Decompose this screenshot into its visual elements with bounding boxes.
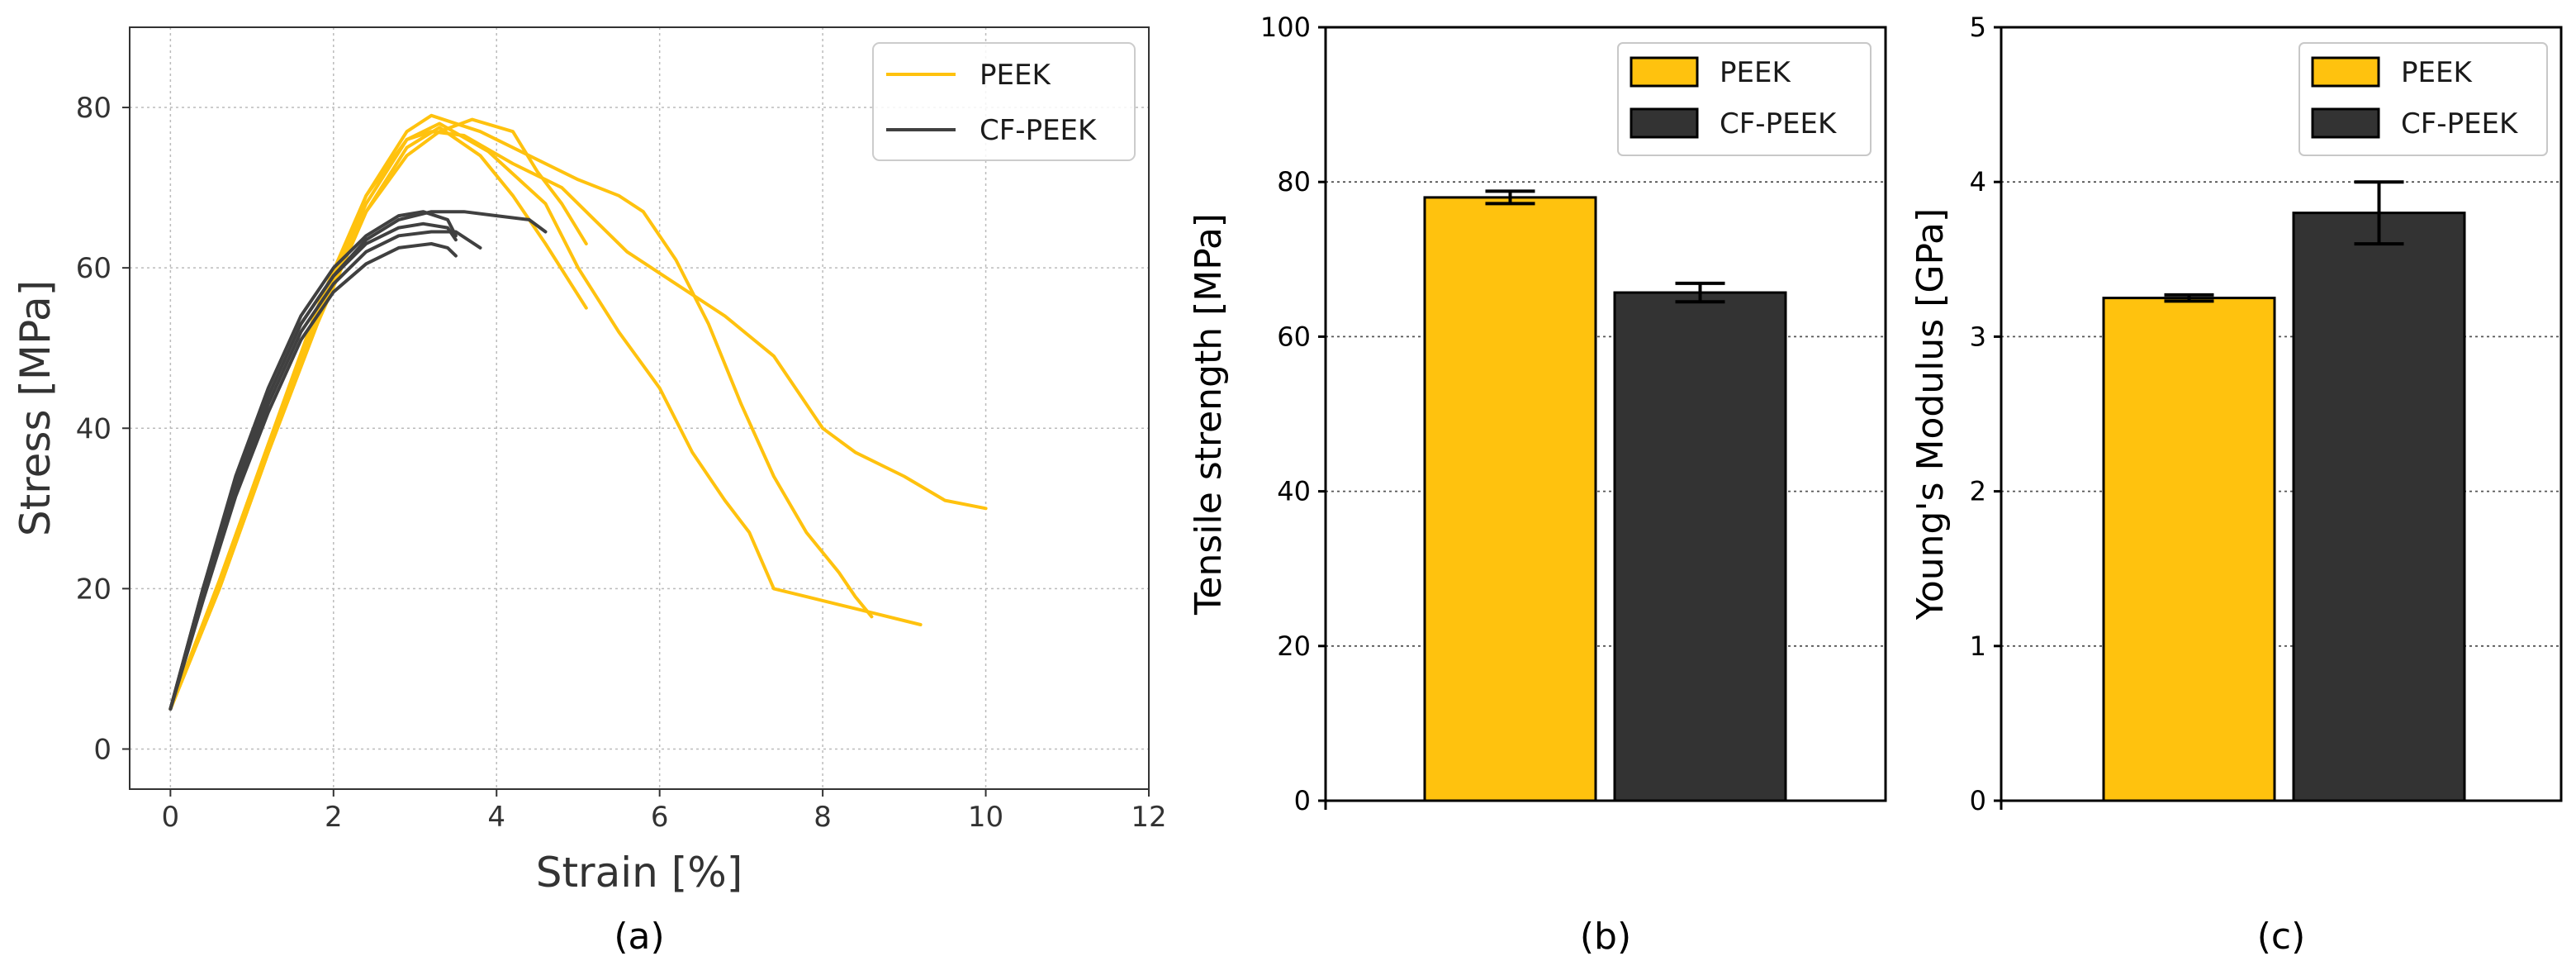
series-line-peek-4: [168, 130, 988, 711]
y-tick-label: 3: [1970, 321, 1986, 352]
y-tick-label: 20: [76, 573, 111, 606]
panel-c: 0 1 2 3 4 5 Young's Modulus [GPa] PEEK CF-PEEK (c…: [1909, 12, 2563, 958]
legend-label-peek: PEEK: [1720, 56, 1791, 89]
y-axis-title: Tensile strength [MPa]: [1188, 213, 1230, 616]
y-tick-label: 60: [76, 252, 111, 285]
legend-label-cf-peek: CF-PEEK: [2401, 107, 2519, 140]
y-tick-label: 100: [1260, 12, 1311, 43]
y-tick-label: 0: [1294, 785, 1311, 816]
series-line-peek-1: [168, 126, 588, 711]
legend: PEEK CF-PEEK: [2298, 42, 2548, 156]
legend-label-peek: PEEK: [2401, 56, 2473, 89]
panel-a: 0 2 4 6 8 10 12 0 20 40 60 80 Strain [%] Stress [MPa]…: [12, 26, 1167, 958]
y-tick-label: 5: [1970, 12, 1986, 43]
series-line-peek-5: [168, 117, 588, 711]
y-tick-label: 4: [1970, 166, 1986, 197]
x-tick-label: 4: [487, 801, 505, 834]
series-line-cf-peek-10: [168, 242, 458, 711]
x-tick-label: 2: [325, 801, 343, 834]
y-axis-title: Stress [MPa]: [12, 280, 59, 536]
bar-cf-peek: [2292, 212, 2466, 802]
caption-b: (b): [1580, 916, 1631, 958]
legend-swatch-peek: [2311, 56, 2380, 88]
legend-label-cf-peek: CF-PEEK: [1720, 107, 1838, 140]
x-tick-label: 6: [651, 801, 669, 834]
x-tick-label: 12: [1131, 801, 1166, 834]
x-tick-label: 8: [814, 801, 832, 834]
panel-b: 0 20 40 60 80 100 Tensile strength [MPa] PEEK CF…: [1188, 12, 1887, 958]
plot-frame: [129, 26, 1150, 790]
bar-peek: [1423, 196, 1597, 802]
series-line-cf-peek-9: [168, 210, 458, 711]
bar-cf-peek: [1613, 291, 1787, 802]
y-tick-label: 0: [1970, 785, 1986, 816]
legend-swatch-peek: [1630, 56, 1699, 88]
x-axis-title: Strain [%]: [536, 849, 743, 897]
legend: PEEK CF-PEEK: [1617, 42, 1872, 156]
y-tick-label: 40: [1277, 476, 1311, 507]
legend-label-cf-peek: CF-PEEK: [980, 114, 1098, 147]
y-tick-label: 60: [1277, 321, 1311, 352]
y-tick-label: 0: [93, 733, 111, 766]
plot-frame: [2000, 26, 2563, 802]
y-tick-label: 80: [76, 92, 111, 125]
x-tick-label: 0: [162, 801, 180, 834]
y-tick-label: 40: [76, 412, 111, 445]
y-tick-label: 80: [1277, 166, 1311, 197]
legend: PEEK CF-PEEK: [872, 42, 1136, 161]
x-tick-label: 10: [968, 801, 1003, 834]
y-axis-title: Young's Modulus [GPa]: [1909, 208, 1952, 621]
legend-swatch-cf-peek: [1630, 107, 1699, 139]
caption-c: (c): [2257, 916, 2306, 958]
y-tick-label: 20: [1277, 630, 1311, 662]
caption-a: (a): [614, 916, 664, 958]
series-line-peek-3: [168, 113, 874, 711]
bar-peek: [2102, 297, 2276, 802]
y-tick-label: 2: [1970, 476, 1986, 507]
plot-frame: [1324, 26, 1887, 802]
legend-swatch-cf-peek: [2311, 107, 2380, 139]
y-tick-label: 1: [1970, 630, 1986, 662]
series-line-cf-peek-6: [168, 210, 548, 711]
legend-label-peek: PEEK: [980, 59, 1051, 92]
